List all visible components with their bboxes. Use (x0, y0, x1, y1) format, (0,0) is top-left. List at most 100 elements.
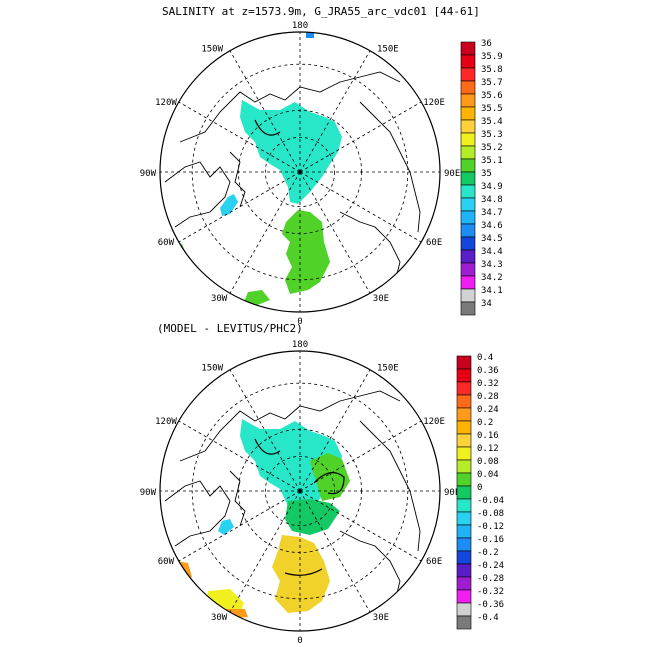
colorbar-label: 34.7 (481, 208, 503, 218)
latitude-circle (191, 382, 409, 600)
colorbar: 0.4 0.36 0.32 0.28 0.24 0.2 0.16 0.12 0.08 0.04 0 -… (456, 353, 504, 630)
colorbar-swatch (456, 524, 472, 539)
coastline (164, 480, 231, 547)
longitude-label: 90E (444, 488, 460, 498)
colorbar-swatch (456, 381, 472, 396)
colorbar-swatch (460, 275, 476, 290)
colorbar-swatch (460, 262, 476, 277)
colorbar-label: 0.24 (477, 405, 499, 415)
colorbar-swatch (460, 41, 476, 56)
salinity-panel: SALINITY at z=1573.9m, G_JRA55_arc_vdc01… (140, 5, 503, 327)
colorbar-swatch (456, 602, 472, 617)
region-atlantic (272, 535, 330, 613)
colorbar-swatch (460, 132, 476, 147)
longitude-label: 120W (155, 417, 177, 427)
colorbar-label: 34.5 (481, 234, 503, 244)
colorbar-swatch (460, 145, 476, 160)
colorbar: 36 35.9 35.8 35.7 35.6 35.5 35.4 35.3 35.2 35.1 35… (460, 39, 503, 316)
colorbar-label: 34.6 (481, 221, 503, 231)
map-border (159, 350, 441, 632)
map-content (160, 32, 440, 312)
colorbar-label: 34.2 (481, 273, 503, 283)
latitude-circle (264, 136, 336, 208)
colorbar-label: 34.1 (481, 286, 503, 296)
latitude-circle (264, 455, 336, 527)
colorbar-label: -0.32 (477, 587, 504, 597)
region-arctic (240, 419, 342, 523)
meridian-line (178, 420, 301, 492)
colorbar-label: 0.08 (477, 457, 499, 467)
colorbar-label: 35.6 (481, 91, 503, 101)
region-bering (306, 32, 314, 38)
longitude-label: 90W (140, 169, 157, 179)
meridian-line (299, 50, 371, 173)
longitude-label: 120W (155, 98, 177, 108)
meridian-line (229, 50, 301, 173)
longitude-label: 60E (426, 238, 442, 248)
longitude-label: 30W (211, 294, 228, 304)
colorbar-label: 35.3 (481, 130, 503, 140)
colorbar-swatch (456, 407, 472, 422)
colorbar-swatch (460, 184, 476, 199)
longitude-label: 60W (158, 238, 175, 248)
longitude-label: 150E (377, 45, 399, 55)
longitude-label: 120E (423, 417, 445, 427)
colorbar-swatch (460, 223, 476, 238)
colorbar-label: 35.8 (481, 65, 503, 75)
meridian-line (229, 369, 301, 492)
colorbar-swatch (460, 54, 476, 69)
colorbar-label: 35.2 (481, 143, 503, 153)
coastline (229, 470, 246, 527)
longitude-label: 30E (373, 613, 389, 623)
meridian-line (299, 490, 371, 613)
meridian-line (229, 490, 301, 613)
colorbar-swatch (456, 368, 472, 383)
longitude-label: 150W (201, 364, 223, 374)
colorbar-swatch (460, 106, 476, 121)
colorbar-label: 35.9 (481, 52, 503, 62)
meridian-line (299, 171, 371, 294)
longitude-label: 30W (211, 613, 228, 623)
meridian-line (229, 171, 301, 294)
colorbar-label: 35.1 (481, 156, 503, 166)
latitude-circle (191, 63, 409, 281)
meridian-line (178, 101, 301, 173)
meridian-line (178, 171, 301, 243)
colorbar-label: 34.4 (481, 247, 503, 257)
colorbar-swatch (456, 355, 472, 370)
longitude-label: 60E (426, 557, 442, 567)
longitude-label: 0 (297, 317, 302, 327)
colorbar-label: -0.04 (477, 496, 504, 506)
meridian-line (299, 171, 422, 243)
map-border (159, 31, 441, 313)
colorbar-label: 36 (481, 39, 492, 49)
colorbar-swatch (456, 420, 472, 435)
colorbar-swatch (456, 589, 472, 604)
contour-line (313, 472, 345, 495)
colorbar-label: 0.32 (477, 379, 499, 389)
longitude-label: 120E (423, 98, 445, 108)
colorbar-swatch (460, 158, 476, 173)
longitude-label: 180 (292, 340, 308, 350)
longitude-label: 150W (201, 45, 223, 55)
longitude-label: 180 (292, 21, 308, 31)
colorbar-swatch (460, 93, 476, 108)
longitude-label: 150E (377, 364, 399, 374)
colorbar-label: 34 (481, 299, 492, 309)
meridian-line (299, 369, 371, 492)
colorbar-swatch (456, 433, 472, 448)
map-group: 180 0 90W 90E 150W 150E 120W 120E 60W 60E 30W 30E (140, 21, 461, 327)
colorbar-label: -0.4 (477, 613, 499, 623)
colorbar-swatch (456, 498, 472, 513)
region-norwegian (244, 290, 270, 306)
colorbar-label: 34.3 (481, 260, 503, 270)
longitude-label: 90W (140, 488, 157, 498)
meridian-line (299, 490, 422, 562)
colorbar-label: 0.16 (477, 431, 499, 441)
colorbar-label: 0.28 (477, 392, 499, 402)
colorbar-swatch (460, 249, 476, 264)
colorbar-label: 35.5 (481, 104, 503, 114)
colorbar-swatch (460, 119, 476, 134)
colorbar-swatch (460, 171, 476, 186)
